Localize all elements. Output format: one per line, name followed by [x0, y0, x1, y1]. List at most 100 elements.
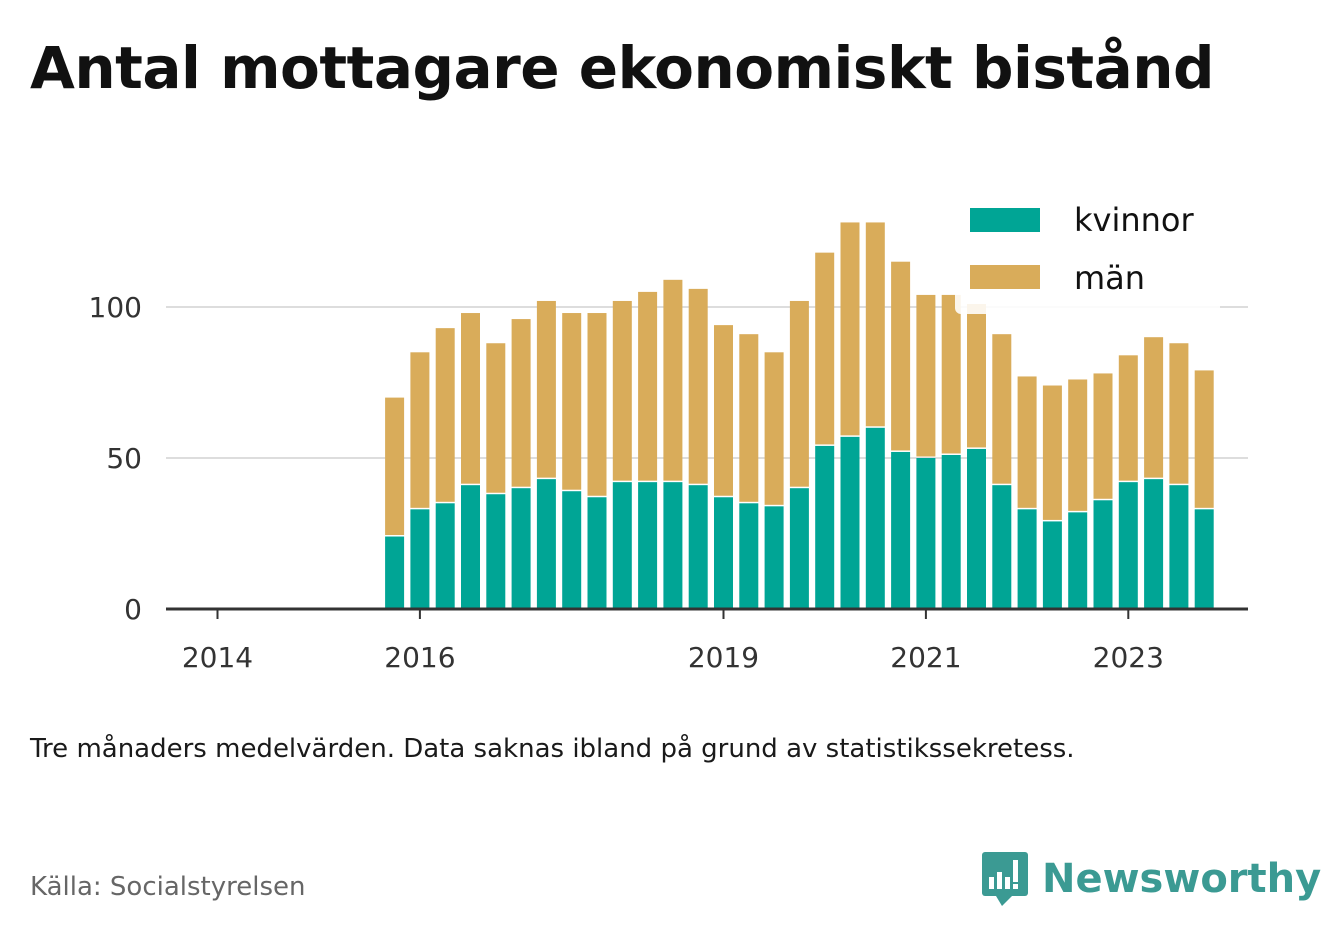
bar-kvinnor	[941, 454, 961, 609]
bar-man	[714, 325, 733, 496]
bar-group	[663, 279, 683, 609]
bar-man	[536, 300, 556, 478]
bar-group	[1068, 379, 1088, 609]
y-tick-label: 50	[106, 442, 142, 475]
bar-group	[714, 325, 733, 609]
bar-kvinnor	[1194, 509, 1214, 609]
bar-man	[992, 334, 1012, 484]
bar-group	[1194, 370, 1214, 609]
brand-name: Newsworthy	[1042, 856, 1322, 902]
bar-group	[461, 313, 480, 609]
bar-group	[1017, 376, 1037, 609]
bar-man	[815, 252, 835, 445]
bar-kvinnor	[840, 436, 860, 609]
bar-man	[789, 300, 809, 487]
bar-kvinnor	[789, 488, 809, 609]
bar-kvinnor	[764, 506, 784, 609]
bar-kvinnor	[739, 503, 759, 609]
bar-group	[865, 222, 885, 609]
bar-man	[385, 397, 405, 536]
bar-group	[891, 261, 911, 609]
bar-man	[410, 352, 430, 508]
bar-group	[992, 334, 1012, 609]
bar-group	[587, 313, 607, 609]
bar-group	[435, 328, 455, 609]
bar-man	[967, 303, 986, 448]
bar-group	[941, 294, 961, 609]
bar-group	[486, 343, 506, 609]
bar-kvinnor	[435, 503, 455, 609]
bar-man	[764, 352, 784, 505]
bar-group	[840, 222, 860, 609]
bar-kvinnor	[663, 482, 683, 609]
bar-man	[486, 343, 506, 493]
bar-kvinnor	[536, 479, 556, 609]
chart-title: Antal mottagare ekonomiskt bistånd	[30, 34, 1215, 102]
bar-group	[789, 300, 809, 609]
bar-kvinnor	[1068, 512, 1088, 609]
bar-man	[663, 279, 683, 481]
bar-group	[612, 300, 632, 609]
x-tick-label: 2023	[1093, 641, 1164, 674]
bar-kvinnor	[967, 448, 986, 609]
x-tick-label: 2021	[890, 641, 961, 674]
chart-note: Tre månaders medelvärden. Data saknas ib…	[30, 734, 1075, 764]
bar-group	[1093, 373, 1113, 609]
bars	[385, 222, 1214, 609]
bar-man	[891, 261, 911, 451]
bar-man	[840, 222, 860, 436]
bar-kvinnor	[714, 497, 733, 609]
bar-kvinnor	[410, 509, 430, 609]
bar-kvinnor	[1169, 485, 1189, 609]
bar-kvinnor	[638, 482, 658, 609]
bar-man	[865, 222, 885, 427]
bar-man	[739, 334, 759, 502]
bar-kvinnor	[385, 536, 405, 609]
bar-man	[1068, 379, 1088, 511]
bar-group	[536, 300, 556, 609]
bar-group	[916, 294, 936, 609]
legend: kvinnor män	[955, 190, 1220, 314]
legend-swatch-kvinnor	[970, 208, 1040, 232]
bar-kvinnor	[688, 485, 708, 609]
bar-group	[1144, 337, 1164, 609]
bar-group	[511, 319, 531, 609]
legend-label-kvinnor: kvinnor	[1074, 201, 1195, 239]
bar-man	[1118, 355, 1138, 481]
bar-kvinnor	[1093, 500, 1113, 609]
bar-kvinnor	[1118, 482, 1138, 609]
bar-group	[764, 352, 784, 609]
bar-group	[562, 313, 582, 609]
bar-group	[638, 291, 658, 609]
bar-man	[511, 319, 531, 487]
x-tick-label: 2019	[688, 641, 759, 674]
bar-man	[1169, 343, 1189, 484]
bar-kvinnor	[891, 451, 911, 609]
brand-logo[interactable]: Newsworthy	[980, 850, 1321, 908]
bar-kvinnor	[486, 494, 506, 609]
x-tick-label: 2014	[182, 641, 253, 674]
bar-group	[1042, 385, 1062, 609]
bar-man	[941, 294, 961, 454]
bar-kvinnor	[1144, 479, 1164, 609]
bar-group	[1169, 343, 1189, 609]
bar-kvinnor	[587, 497, 607, 609]
bar-kvinnor	[511, 488, 531, 609]
y-tick-label: 100	[89, 291, 142, 324]
bar-man	[435, 328, 455, 502]
source-text: Källa: Socialstyrelsen	[30, 872, 306, 902]
y-tick-label: 0	[124, 593, 142, 626]
bar-man	[461, 313, 480, 484]
bar-group	[739, 334, 759, 609]
bar-man	[638, 291, 658, 481]
bar-man	[1042, 385, 1062, 520]
bar-man	[587, 313, 607, 496]
legend-swatch-man	[970, 265, 1040, 289]
bar-man	[562, 313, 582, 490]
bar-kvinnor	[562, 491, 582, 609]
bar-kvinnor	[916, 458, 936, 609]
bar-man	[1017, 376, 1037, 508]
bar-group	[967, 303, 986, 609]
bar-kvinnor	[815, 445, 835, 609]
newsworthy-logo-icon	[982, 852, 1028, 906]
